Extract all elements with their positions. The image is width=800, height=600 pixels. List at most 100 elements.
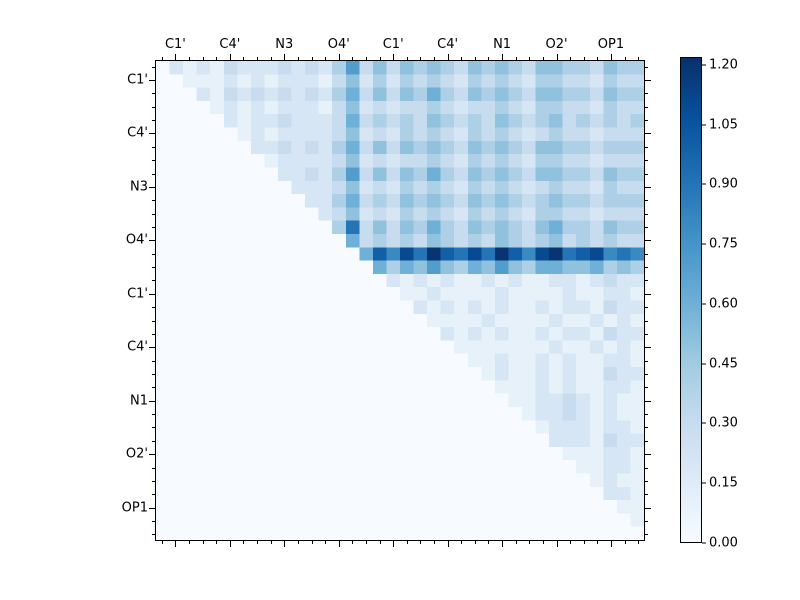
y-axis-tick [149,400,155,402]
y-axis-right-ticks [645,60,652,541]
y-axis-label: N3 [130,179,148,195]
x-axis-tick [284,54,286,60]
x-axis-tick [420,57,422,60]
colorbar-tick [702,183,706,185]
y-axis-tick [152,213,155,215]
y-axis-tick [152,227,155,228]
x-axis-tick [556,54,558,60]
x-axis-tick [338,54,340,60]
x-axis-tick [257,57,259,60]
y-axis-tick [645,360,648,362]
x-axis-tick [379,57,381,60]
colorbar-tick-marks [702,57,707,544]
x-axis-tick [175,54,177,60]
y-axis-label: N1 [130,393,148,409]
colorbar-tick-label: 0.75 [709,236,738,252]
x-axis-tick [434,541,436,544]
y-axis-tick [152,320,155,322]
y-axis-tick [152,307,155,309]
x-axis-label: N3 [275,37,294,52]
colorbar-tick-labels: 0.00 0.15 0.30 0.45 0.60 0.75 0.90 1.05 1.20 [709,57,769,550]
x-axis-label: C1' [164,37,186,52]
y-axis-tick [152,427,155,429]
heatmap-plot [155,60,645,541]
y-axis-tick [152,373,155,375]
y-axis-tick [149,186,155,188]
y-axis-tick [149,454,155,456]
x-axis-labels: C1' C4' N3 O4' C1' C4' N1 O2' OP1 [155,35,645,52]
y-axis-tick [149,240,155,242]
y-axis-tick [645,440,648,442]
x-axis-tick [365,541,367,544]
colorbar-tick-label: 1.05 [709,117,738,133]
colorbar-tick [702,482,706,484]
y-axis-label: O2' [125,446,148,462]
colorbar-tick [702,422,706,424]
x-axis-tick [229,541,231,547]
x-axis-tick [311,541,313,544]
y-axis-tick [645,293,651,295]
colorbar-tick [702,124,706,126]
x-axis-tick [570,57,572,60]
x-axis-tick [175,541,177,547]
y-axis-tick [645,467,648,469]
y-axis-tick [149,347,155,349]
x-axis-tick [529,57,531,60]
y-axis-tick [152,467,155,469]
y-axis-tick [645,66,648,68]
x-axis-tick [284,541,286,547]
y-axis-tick [645,227,648,228]
y-axis-tick [645,347,651,349]
x-axis-tick [406,57,408,60]
y-axis-tick [152,253,155,255]
y-axis-tick [645,387,648,389]
x-axis-tick [393,541,395,547]
x-axis-tick [325,541,327,544]
x-axis-tick [338,541,340,547]
x-axis-tick [638,541,640,544]
y-axis-tick [645,173,648,175]
x-axis-tick [325,57,327,60]
y-axis-tick [152,480,155,482]
y-axis-label: C4' [127,339,148,355]
colorbar-tick-label: 0.00 [709,535,738,551]
x-axis-tick [270,57,272,60]
y-axis-tick [645,200,648,202]
heatmap-image [156,61,644,540]
y-axis-tick [645,267,648,269]
y-axis-tick [152,173,155,175]
x-axis-tick [365,57,367,60]
y-axis-tick [152,494,155,496]
y-axis-tick [645,520,648,522]
x-axis-tick [229,54,231,60]
colorbar-tick-label: 0.60 [709,296,738,312]
x-axis-tick [216,541,218,544]
x-axis-tick [461,57,463,60]
x-axis-tick [202,57,204,60]
y-axis-tick [645,280,648,282]
y-axis-tick [149,507,155,509]
y-axis-tick [152,440,155,442]
colorbar-tick-label: 0.30 [709,415,738,431]
y-axis-tick [645,427,648,429]
y-axis-tick [645,120,648,122]
colorbar-tick [702,542,706,544]
x-axis-tick [216,57,218,60]
y-axis-tick [152,267,155,269]
y-axis-tick [152,160,155,162]
x-axis-tick [515,541,517,544]
y-axis-tick [645,454,651,456]
x-axis-tick [447,541,449,547]
x-axis-tick [556,541,558,547]
x-axis-tick [352,541,354,544]
y-axis-tick [152,106,155,108]
x-axis-tick [297,57,299,60]
x-axis-tick [515,57,517,60]
y-axis-tick [152,146,155,148]
x-axis-tick [474,541,476,544]
x-axis-tick [474,57,476,60]
x-axis-tick [434,57,436,60]
x-axis-tick [529,541,531,544]
y-axis-tick [645,186,651,188]
y-axis-label: C4' [127,125,148,141]
